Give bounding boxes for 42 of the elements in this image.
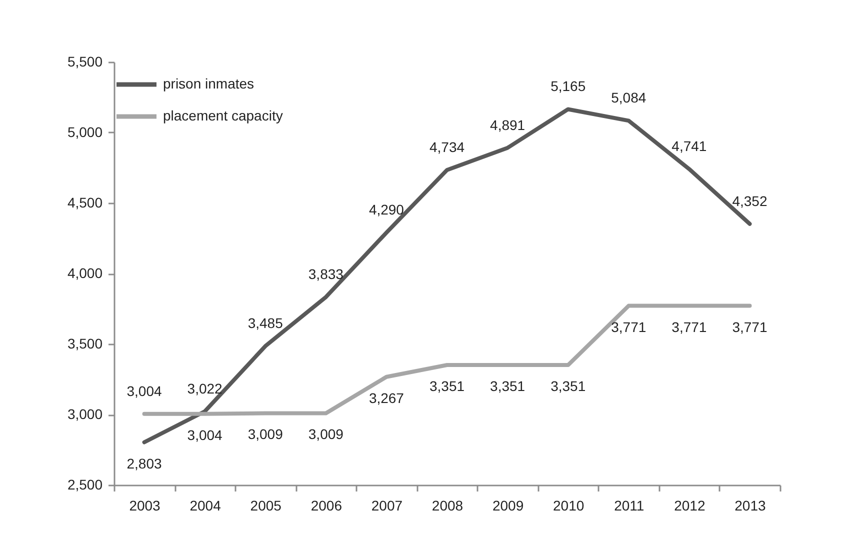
data-label: 3,771 — [732, 318, 768, 335]
data-label: 3,833 — [308, 266, 344, 282]
y-tick-label: 3,500 — [67, 336, 103, 352]
x-tick-label: 2011 — [614, 498, 644, 514]
data-label: 5,165 — [550, 78, 586, 94]
data-label: 2,803 — [126, 455, 162, 472]
x-tick-label: 2003 — [129, 498, 161, 514]
x-tick-label: 2012 — [674, 498, 706, 514]
legend-label: prison inmates — [163, 76, 254, 92]
data-label: 3,004 — [126, 382, 162, 399]
data-label: 4,290 — [368, 202, 404, 218]
data-label: 3,009 — [308, 426, 344, 442]
data-label: 5,084 — [611, 90, 646, 106]
data-label: 3,267 — [368, 390, 404, 406]
data-label: 3,771 — [672, 318, 707, 335]
data-label: 3,771 — [611, 318, 646, 335]
data-label: 3,485 — [248, 315, 284, 332]
data-label: 4,891 — [490, 116, 526, 133]
data-label: 4,352 — [732, 192, 768, 209]
data-label: 3,004 — [187, 426, 223, 443]
data-label: 3,022 — [187, 380, 223, 396]
legend-label: placement capacity — [163, 108, 283, 124]
data-label: 3,351 — [429, 378, 465, 394]
y-tick-label: 5,000 — [67, 124, 103, 140]
x-tick-label: 2004 — [190, 498, 222, 514]
y-tick-label: 4,000 — [67, 265, 103, 281]
data-label: 4,741 — [672, 138, 707, 154]
data-label: 3,009 — [248, 426, 284, 442]
x-tick-label: 2009 — [492, 498, 524, 514]
data-label: 3,351 — [490, 378, 526, 394]
x-tick-label: 2006 — [310, 498, 342, 514]
x-tick-label: 2013 — [734, 498, 766, 514]
y-tick-label: 2,500 — [67, 476, 103, 492]
x-tick-label: 2010 — [553, 498, 584, 514]
y-tick-label: 5,500 — [67, 54, 103, 70]
y-tick-label: 4,500 — [67, 194, 103, 210]
y-tick-label: 3,000 — [67, 406, 103, 422]
x-tick-label: 2008 — [432, 498, 464, 514]
data-label: 3,351 — [550, 378, 586, 394]
x-tick-label: 2005 — [250, 498, 282, 514]
data-label: 4,734 — [429, 139, 465, 156]
x-tick-label: 2007 — [371, 498, 403, 514]
